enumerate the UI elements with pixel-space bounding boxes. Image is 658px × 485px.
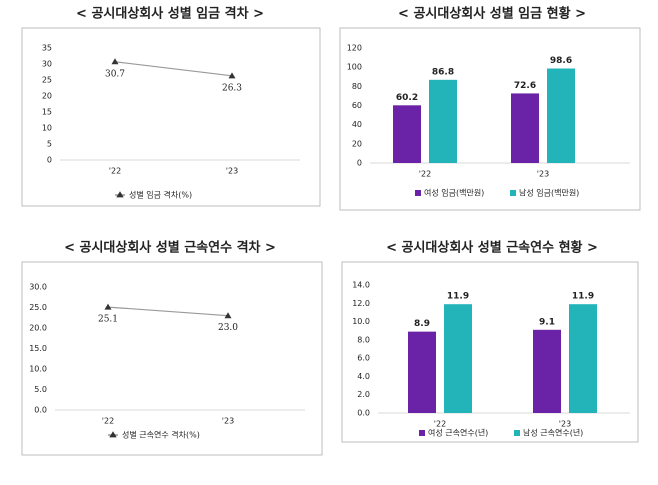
x-tick-label: '23: [222, 417, 234, 426]
y-tick-label: 5: [47, 140, 52, 149]
bar: [547, 68, 575, 163]
marker: [111, 58, 119, 65]
legend-label: 성별 근속연수 격차(%): [122, 430, 200, 440]
line: [114, 61, 233, 77]
y-tick-label: 15: [42, 108, 52, 117]
legend-label: 여성 임금(백만원): [424, 188, 484, 198]
y-tick-label: 0.0: [34, 406, 47, 415]
chart-title: < 공시대상회사 성별 근속연수 격차 >: [64, 240, 276, 256]
legend-swatch: [510, 190, 516, 196]
y-tick-label: 20: [42, 92, 52, 101]
x-tick-label: '22: [434, 420, 446, 429]
y-tick-label: 25.0: [29, 303, 47, 312]
legend-label: 여성 근속연수(년): [428, 428, 488, 438]
value-label: 8.9: [414, 319, 430, 329]
value-label: 60.2: [396, 93, 418, 103]
x-tick-label: '23: [537, 170, 549, 179]
value-label: 11.9: [447, 292, 469, 302]
y-tick-label: 4.0: [357, 372, 370, 381]
bar: [408, 331, 436, 413]
bar: [444, 304, 472, 413]
legend-marker: [115, 191, 125, 198]
value-label: 26.3: [222, 83, 242, 93]
legend-swatch: [419, 430, 425, 436]
chart-frame: [341, 261, 639, 443]
legend-swatch: [514, 430, 520, 436]
y-tick-label: 30: [42, 60, 52, 69]
y-tick-label: 20: [352, 139, 362, 148]
y-tick-label: 8.0: [357, 335, 370, 344]
legend-label: 성별 임금 격차(%): [129, 190, 192, 200]
y-tick-label: 100: [347, 63, 362, 72]
y-tick-label: 60: [352, 101, 362, 110]
bar: [393, 105, 421, 163]
y-tick-label: 0.0: [357, 409, 370, 418]
y-tick-label: 20.0: [29, 324, 47, 333]
y-tick-label: 2.0: [357, 390, 370, 399]
y-tick-label: 10.0: [29, 365, 47, 374]
legend-label: 남성 근속연수(년): [523, 428, 583, 438]
value-label: 11.9: [572, 292, 594, 302]
y-tick-label: 80: [352, 82, 362, 91]
y-tick-label: 25: [42, 76, 52, 85]
legend-swatch: [415, 190, 421, 196]
bar: [569, 304, 597, 413]
legend-label: 남성 임금(백만원): [519, 188, 579, 198]
chart-title: < 공시대상회사 성별 근속연수 현황 >: [386, 240, 598, 256]
chart-frame: [21, 27, 321, 207]
x-tick-label: '22: [419, 170, 431, 179]
y-tick-label: 0: [357, 159, 362, 168]
x-tick-label: '23: [226, 167, 238, 176]
y-tick-label: 40: [352, 120, 362, 129]
chart-title: < 공시대상회사 성별 임금 격차 >: [76, 6, 264, 22]
value-label: 86.8: [432, 67, 454, 77]
y-tick-label: 5.0: [34, 385, 47, 394]
bar: [429, 79, 457, 163]
y-tick-label: 10: [42, 124, 52, 133]
bar: [511, 93, 539, 163]
x-tick-label: '23: [559, 420, 571, 429]
x-tick-label: '22: [109, 167, 121, 176]
y-tick-label: 14.0: [352, 281, 370, 290]
y-tick-label: 15.0: [29, 344, 47, 353]
x-tick-label: '22: [102, 417, 114, 426]
y-tick-label: 35: [42, 44, 52, 53]
y-tick-label: 12.0: [352, 299, 370, 308]
bar: [533, 329, 561, 413]
value-label: 9.1: [539, 317, 555, 327]
value-label: 98.6: [550, 56, 572, 66]
y-tick-label: 30.0: [29, 283, 47, 292]
y-tick-label: 6.0: [357, 354, 370, 363]
chart-title: < 공시대상회사 성별 임금 현황 >: [398, 6, 586, 22]
y-tick-label: 0: [47, 156, 52, 165]
marker: [104, 303, 112, 310]
value-label: 72.6: [514, 81, 536, 91]
chart-frame: [339, 27, 641, 211]
value-label: 25.1: [98, 315, 118, 325]
chart-frame: [21, 261, 323, 456]
y-tick-label: 120: [347, 44, 362, 53]
y-tick-label: 10.0: [352, 317, 370, 326]
value-label: 30.7: [105, 69, 125, 79]
line: [107, 306, 229, 317]
value-label: 23.0: [218, 323, 238, 333]
marker: [224, 312, 232, 319]
marker: [228, 72, 236, 79]
legend-marker: [108, 431, 118, 438]
